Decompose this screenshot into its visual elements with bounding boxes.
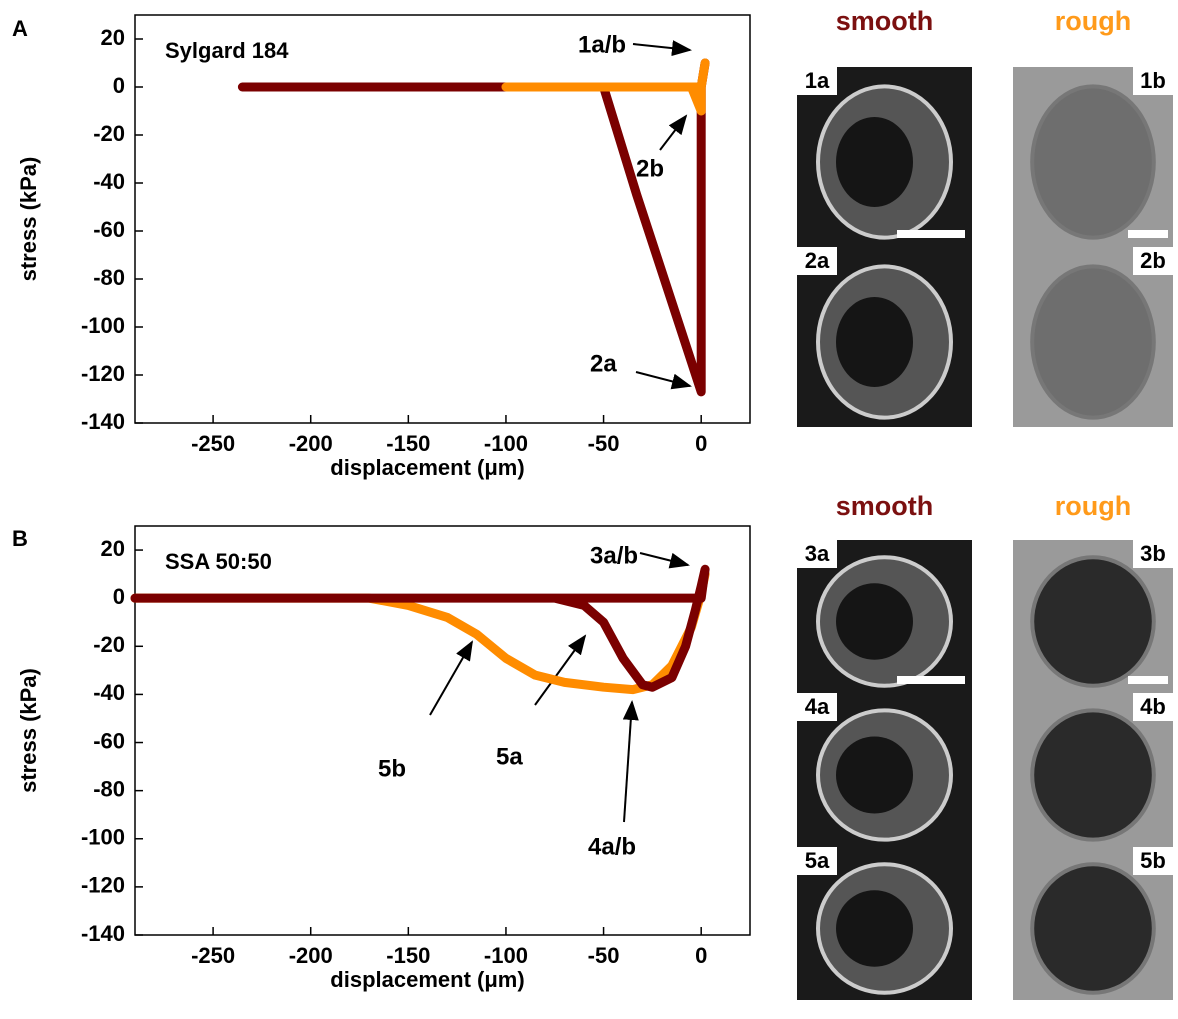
y-axis-label: stress (kPa) <box>16 668 41 793</box>
x-tick-label: -200 <box>289 943 333 968</box>
annotation: 5a <box>496 743 523 770</box>
y-tick-label: -20 <box>93 632 125 657</box>
y-axis-label: stress (kPa) <box>16 157 41 282</box>
x-axis-label: displacement (μm) <box>330 967 524 992</box>
x-tick-label: -250 <box>191 943 235 968</box>
micrograph-label: 2a <box>805 248 830 273</box>
panel-label: A <box>12 16 28 41</box>
micrograph-contact <box>1032 864 1154 993</box>
data-line <box>135 574 705 689</box>
y-tick-label: -40 <box>93 680 125 705</box>
column-header: smooth <box>836 6 934 36</box>
micrograph-contact <box>1032 557 1154 686</box>
arrow <box>535 636 585 705</box>
x-tick-label: -50 <box>588 431 620 456</box>
y-tick-label: -40 <box>93 169 125 194</box>
x-tick-label: -150 <box>386 943 430 968</box>
x-tick-label: -250 <box>191 431 235 456</box>
annotation: 5b <box>378 755 406 782</box>
y-tick-label: -120 <box>81 361 125 386</box>
micrograph-label: 3b <box>1140 541 1166 566</box>
micrograph-core <box>836 583 913 660</box>
arrow <box>640 553 688 565</box>
plot-frame <box>135 15 750 423</box>
annotation: 2a <box>590 350 617 377</box>
scale-bar <box>897 230 965 238</box>
arrow <box>624 702 632 822</box>
micrograph-label: 1a <box>805 68 830 93</box>
y-tick-label: -100 <box>81 825 125 850</box>
y-tick-label: -100 <box>81 313 125 338</box>
micrograph-label: 2b <box>1140 248 1166 273</box>
x-tick-label: -100 <box>484 431 528 456</box>
data-line <box>242 63 705 392</box>
micrograph-core <box>836 117 913 207</box>
column-header: smooth <box>836 491 934 521</box>
micrograph-label: 4a <box>805 694 830 719</box>
micrograph-contact <box>1032 86 1154 237</box>
micrograph-label: 5a <box>805 848 830 873</box>
scale-bar <box>897 676 965 684</box>
y-tick-label: -60 <box>93 217 125 242</box>
micrograph-label: 4b <box>1140 694 1166 719</box>
chart-title: SSA 50:50 <box>165 549 272 574</box>
x-tick-label: -150 <box>386 431 430 456</box>
x-tick-label: 0 <box>695 431 707 456</box>
y-tick-label: 20 <box>101 536 125 561</box>
annotation: 2b <box>636 155 664 182</box>
micrograph-label: 5b <box>1140 848 1166 873</box>
y-tick-label: -80 <box>93 776 125 801</box>
y-tick-label: -60 <box>93 728 125 753</box>
plot-frame <box>135 526 750 935</box>
micrograph-label: 1b <box>1140 68 1166 93</box>
figure: A B Sylgard 184 SSA 50:50 1a/b 2b 2a 3a/… <box>0 0 1178 1014</box>
x-tick-label: -100 <box>484 943 528 968</box>
y-tick-label: -80 <box>93 265 125 290</box>
y-tick-label: -140 <box>81 921 125 946</box>
annotation: 3a/b <box>590 542 638 569</box>
y-tick-label: -120 <box>81 873 125 898</box>
x-tick-label: -200 <box>289 431 333 456</box>
annotation: 4a/b <box>588 833 636 860</box>
y-tick-label: 20 <box>101 25 125 50</box>
data-line <box>135 569 705 687</box>
arrow <box>430 642 472 715</box>
scale-bar <box>1128 230 1168 238</box>
arrow <box>636 372 690 386</box>
column-header: rough <box>1055 491 1131 521</box>
arrow <box>633 44 690 50</box>
arrow <box>660 116 686 150</box>
micrograph-core <box>836 737 913 814</box>
micrograph-core <box>836 297 913 387</box>
x-tick-label: -50 <box>588 943 620 968</box>
chart-title: Sylgard 184 <box>165 38 289 63</box>
micrograph-label: 3a <box>805 541 830 566</box>
panel-label: B <box>12 526 28 551</box>
y-tick-label: 0 <box>113 584 125 609</box>
scale-bar <box>1128 676 1168 684</box>
micrograph-core <box>836 890 913 967</box>
annotation: 1a/b <box>578 31 626 58</box>
x-tick-label: 0 <box>695 943 707 968</box>
y-tick-label: -140 <box>81 409 125 434</box>
micrograph-contact <box>1032 266 1154 417</box>
x-axis-label: displacement (μm) <box>330 455 524 480</box>
y-tick-label: 0 <box>113 73 125 98</box>
column-header: rough <box>1055 6 1131 36</box>
y-tick-label: -20 <box>93 121 125 146</box>
micrograph-contact <box>1032 710 1154 839</box>
